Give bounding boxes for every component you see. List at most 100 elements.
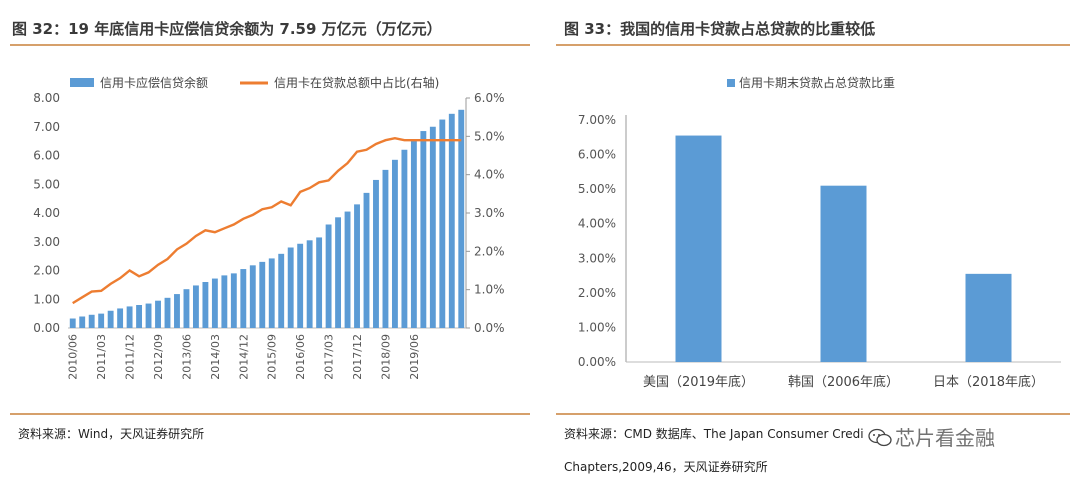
x-category-label: 美国（2019年底） <box>643 374 754 390</box>
bar <box>98 313 105 328</box>
right-source-rule <box>556 413 1070 415</box>
x-tick-label: 2010/06 <box>67 334 80 380</box>
bar <box>192 285 199 328</box>
bar <box>268 258 275 328</box>
y-tick-label: 3.00% <box>578 251 616 265</box>
x-tick-label: 2014/03 <box>209 334 222 380</box>
y-tick-label: 2.00 <box>33 264 60 278</box>
y-tick-label: 5.00 <box>33 177 60 191</box>
bar <box>335 217 342 328</box>
y2-tick-label: 6.0% <box>474 91 505 105</box>
bar <box>458 109 465 328</box>
legend-bar-label: 信用卡期末贷款占总贷款比重 <box>739 75 895 90</box>
y-tick-label: 1.00% <box>578 320 616 334</box>
x-tick-label: 2018/09 <box>379 334 392 380</box>
y-tick-label: 7.00% <box>578 113 616 127</box>
y-tick-label: 3.00 <box>33 235 60 249</box>
wechat-icon <box>868 428 892 447</box>
y-tick-label: 5.00% <box>578 182 616 196</box>
x-tick-label: 2016/06 <box>294 334 307 380</box>
y-tick-label: 0.00% <box>578 355 616 369</box>
bar <box>429 126 436 328</box>
ratio-line <box>72 136 462 305</box>
x-tick-label: 2012/09 <box>152 334 165 380</box>
bar <box>306 240 313 328</box>
x-tick-label: 2014/12 <box>237 334 250 380</box>
y2-tick-label: 3.0% <box>474 206 505 220</box>
right-chart-title: 图 33：我国的信用卡贷款占总贷款的比重较低 <box>564 20 876 38</box>
bar <box>259 261 266 328</box>
bar <box>316 237 323 328</box>
bar <box>249 265 256 328</box>
y-tick-label: 1.00 <box>33 292 60 306</box>
bar <box>382 169 389 328</box>
y2-tick-label: 0.0% <box>474 321 505 335</box>
bar <box>155 300 161 328</box>
bar <box>240 269 247 328</box>
x-tick-label: 2019/06 <box>408 334 421 380</box>
bar <box>202 282 209 328</box>
y-tick-label: 2.00% <box>578 286 616 300</box>
legend-bar-swatch <box>70 78 94 87</box>
bar <box>965 273 1012 362</box>
y-tick-label: 6.00 <box>33 149 60 163</box>
right-title-rule <box>556 44 1070 46</box>
bar <box>297 243 304 328</box>
bar <box>363 192 370 328</box>
bar <box>373 179 379 328</box>
bar <box>420 131 427 328</box>
bar <box>126 306 133 328</box>
bar <box>410 139 417 328</box>
bar <box>107 310 114 328</box>
bar <box>88 314 95 328</box>
left-source-rule <box>10 413 530 415</box>
y2-tick-label: 4.0% <box>474 168 505 182</box>
y-tick-label: 8.00 <box>33 91 60 105</box>
bar <box>820 185 867 362</box>
bar <box>287 247 294 328</box>
y2-tick-label: 2.0% <box>474 244 505 258</box>
y-tick-label: 4.00% <box>578 217 616 231</box>
bar <box>117 308 124 328</box>
bar <box>174 294 180 328</box>
y2-tick-label: 1.0% <box>474 283 505 297</box>
y-tick-label: 6.00% <box>578 148 616 162</box>
bar <box>79 316 86 328</box>
right-chart: 信用卡期末贷款占总贷款比重 0.00% 1.00% 2.00% 3.00% 4.00% 5.… <box>578 75 1061 390</box>
y2-tick-label: 5.0% <box>474 129 505 143</box>
legend-bar-label: 信用卡应偿信贷余额 <box>100 75 208 90</box>
bar <box>344 211 351 328</box>
x-tick-label: 2013/06 <box>180 334 193 380</box>
bar <box>136 305 143 328</box>
y-tick-label: 4.00 <box>33 206 60 220</box>
bar <box>230 273 237 328</box>
y-tick-label: 0.00 <box>33 321 60 335</box>
bar <box>211 278 218 328</box>
left-chart: 信用卡应偿信贷余额 信用卡在贷款总额中占比(右轴) 0.00 1.00 2.00 3.00… <box>33 75 505 380</box>
x-category-label: 韩国（2006年底） <box>788 374 899 390</box>
legend-bar-swatch <box>727 79 735 87</box>
right-source-line1: 资料来源：CMD 数据库、The Japan Consumer Credit A… <box>564 427 864 441</box>
bar <box>675 135 722 362</box>
bar <box>401 149 408 328</box>
bar <box>391 159 398 328</box>
y-tick-label: 7.00 <box>33 120 60 134</box>
bar <box>439 119 446 328</box>
bar <box>448 113 455 328</box>
left-source: 资料来源：Wind，天风证券研究所 <box>18 427 205 441</box>
x-tick-label: 2011/03 <box>95 334 108 380</box>
x-category-label: 日本（2018年底） <box>933 374 1044 390</box>
bar <box>145 303 152 328</box>
right-source-line2: Chapters,2009,46，天风证券研究所 <box>564 460 768 474</box>
x-tick-label: 2011/12 <box>124 334 137 380</box>
bar <box>183 289 190 328</box>
watermark-text: 芯片看金融 <box>895 426 995 450</box>
x-tick-label: 2017/12 <box>351 334 364 380</box>
bar <box>325 224 332 328</box>
x-tick-label: 2017/03 <box>323 334 336 380</box>
left-chart-title: 图 32：19 年底信用卡应偿信贷余额为 7.59 万亿元（万亿元） <box>12 20 442 38</box>
bar <box>278 253 285 328</box>
left-title-rule <box>10 44 530 46</box>
x-tick-label: 2015/09 <box>266 334 279 380</box>
bar <box>164 297 171 328</box>
